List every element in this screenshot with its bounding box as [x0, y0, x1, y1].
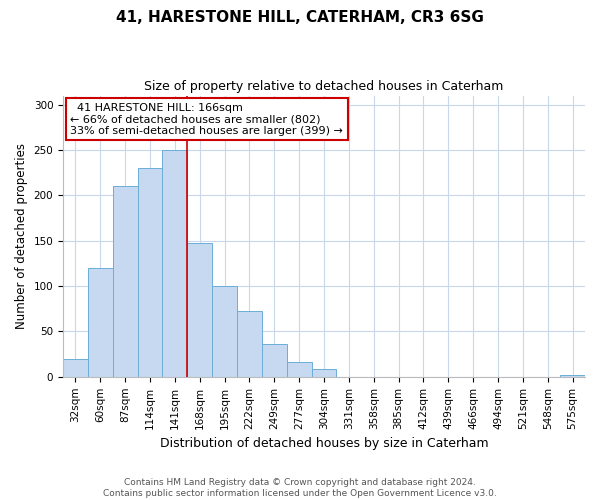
Text: 41 HARESTONE HILL: 166sqm
← 66% of detached houses are smaller (802)
33% of semi: 41 HARESTONE HILL: 166sqm ← 66% of detac…	[70, 103, 343, 136]
X-axis label: Distribution of detached houses by size in Caterham: Distribution of detached houses by size …	[160, 437, 488, 450]
Bar	[88, 268, 113, 377]
Bar	[163, 150, 187, 377]
Bar	[63, 358, 88, 377]
Y-axis label: Number of detached properties: Number of detached properties	[15, 143, 28, 329]
Bar	[113, 186, 137, 377]
Bar	[237, 312, 262, 377]
Bar	[212, 286, 237, 377]
Title: Size of property relative to detached houses in Caterham: Size of property relative to detached ho…	[145, 80, 504, 93]
Text: Contains HM Land Registry data © Crown copyright and database right 2024.
Contai: Contains HM Land Registry data © Crown c…	[103, 478, 497, 498]
Bar	[137, 168, 163, 377]
Bar	[287, 362, 311, 377]
Bar	[560, 375, 585, 377]
Bar	[187, 242, 212, 377]
Bar	[311, 368, 337, 377]
Text: 41, HARESTONE HILL, CATERHAM, CR3 6SG: 41, HARESTONE HILL, CATERHAM, CR3 6SG	[116, 10, 484, 25]
Bar	[262, 344, 287, 377]
